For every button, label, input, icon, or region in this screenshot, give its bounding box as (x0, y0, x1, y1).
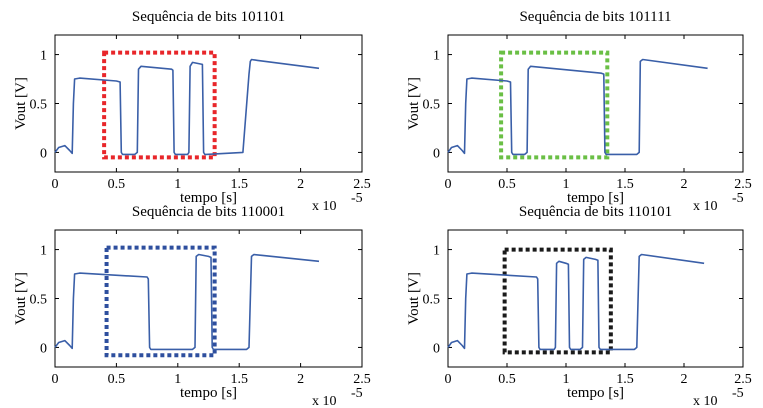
x-tick-label: 0.5 (498, 177, 516, 192)
x-tick-label: 0 (445, 177, 452, 192)
x-tick-label: 1.5 (616, 372, 634, 387)
y-axis-label: Vout [V] (406, 272, 422, 325)
x-axis-multiplier: x 10 (693, 394, 718, 408)
x-axis-multiplier: x 10 (312, 394, 337, 408)
x-axis-multiplier: x 10 (693, 199, 718, 214)
y-tick-label: 0 (40, 146, 47, 161)
x-tick-label: 2 (681, 372, 688, 387)
x-tick-label: 0 (445, 372, 452, 387)
chart-panel-4: Sequência de bits 110101 0 0.5 1 1.5 2 2.5 0 0.5… (406, 204, 752, 408)
chart-panel-3: Sequência de bits 110001 0 0.5 1 1.5 2 2.5 0 0.5… (13, 204, 371, 408)
x-tick-label: 2.5 (734, 177, 752, 192)
chart-title: Sequência de bits 101111 (519, 9, 671, 25)
x-axis-exponent: -5 (351, 386, 363, 401)
chart-title: Sequência de bits 110101 (519, 204, 672, 220)
y-tick-label: 0 (433, 146, 440, 161)
series-line (447, 58, 708, 156)
x-tick-label: 2.5 (353, 177, 371, 192)
chart-title: Sequência de bits 110001 (132, 204, 285, 220)
plot-area (447, 229, 744, 368)
x-tick-label: 0.5 (108, 177, 126, 192)
x-tick-label: 1 (174, 177, 181, 192)
highlight-box (102, 50, 217, 160)
series-line (54, 58, 320, 156)
x-tick-label: 2 (681, 177, 688, 192)
plot-area (54, 229, 363, 368)
x-tick-label: 1.5 (230, 372, 248, 387)
series-line (54, 253, 320, 351)
y-tick-label: 0 (433, 341, 440, 356)
plot-area (54, 34, 363, 173)
x-axis-exponent: -5 (351, 191, 363, 206)
y-tick-label: 1 (433, 244, 440, 259)
highlight-box (104, 245, 217, 358)
y-tick-label: 0 (40, 341, 47, 356)
x-tick-label: 0.5 (498, 372, 516, 387)
x-tick-label: 2.5 (353, 372, 371, 387)
y-tick-label: 1 (40, 49, 47, 64)
y-tick-label: 1 (40, 244, 47, 259)
x-axis-exponent: -5 (732, 386, 744, 401)
x-tick-label: 1 (563, 372, 570, 387)
plot-area (447, 34, 744, 173)
y-axis-label: Vout [V] (13, 272, 29, 325)
chart-panel-2: Sequência de bits 101111 0 0.5 1 1.5 2 2.5 0 0.5… (406, 9, 752, 214)
y-tick-label: 1 (433, 49, 440, 64)
y-axis-label: Vout [V] (406, 77, 422, 130)
y-tick-label: 0.5 (423, 98, 441, 113)
x-axis-label: tempo [s] (180, 385, 237, 401)
x-tick-label: 1 (174, 372, 181, 387)
x-axis-exponent: -5 (732, 191, 744, 206)
y-tick-label: 0.5 (30, 293, 48, 308)
x-tick-label: 0 (52, 177, 59, 192)
x-axis-label: tempo [s] (567, 190, 624, 206)
highlight-box (502, 247, 613, 355)
x-tick-label: 0 (52, 372, 59, 387)
y-tick-label: 0.5 (30, 98, 48, 113)
x-tick-label: 2 (297, 177, 304, 192)
x-tick-label: 2 (297, 372, 304, 387)
x-tick-label: 1.5 (616, 177, 634, 192)
x-tick-label: 0.5 (108, 372, 126, 387)
x-axis-multiplier: x 10 (312, 199, 337, 214)
y-tick-label: 0.5 (423, 293, 441, 308)
chart-panel-1: Sequência de bits 101101 0 0.5 1 1.5 2 2.5 0 0.5… (13, 9, 371, 214)
x-tick-label: 1 (563, 177, 570, 192)
x-tick-label: 1.5 (230, 177, 248, 192)
x-tick-label: 2.5 (734, 372, 752, 387)
x-axis-label: tempo [s] (567, 385, 624, 401)
y-axis-label: Vout [V] (13, 77, 29, 130)
x-axis-label: tempo [s] (180, 190, 237, 206)
series-line (447, 253, 705, 351)
chart-title: Sequência de bits 101101 (132, 9, 285, 25)
